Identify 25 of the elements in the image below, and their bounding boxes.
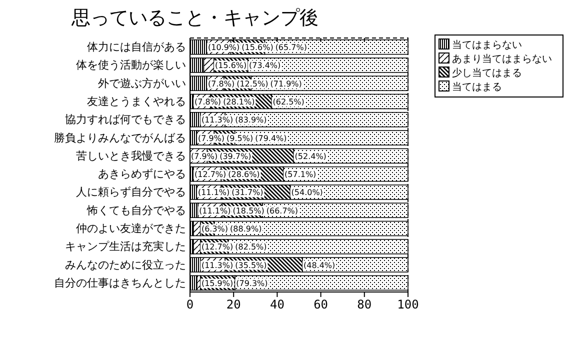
- x-tick-label: 20: [226, 298, 241, 312]
- y-tick-label: 仲のよい友達ができた: [76, 222, 186, 236]
- y-tick-label: 友達とうまくやれる: [87, 95, 186, 108]
- y-tick-label: 外で遊ぶ方がいい: [98, 76, 186, 90]
- x-tick-label: 100: [397, 298, 419, 312]
- y-tick-label: 体を使う活動が楽しい: [76, 58, 186, 72]
- legend-label: 当てはまる: [452, 81, 502, 93]
- legend-label: 少し当てはまる: [452, 67, 522, 79]
- y-tick-label: みんなのために役立った: [65, 258, 186, 272]
- chart-title: 思っていること・キャンプ後: [70, 7, 318, 29]
- y-tick-label: 勝負よりみんなでがんばる: [54, 131, 186, 144]
- legend-label: 当てはまらない: [452, 39, 522, 51]
- x-tick-label: 80: [357, 298, 372, 312]
- y-tick-label: 自分の仕事はきちんとした: [54, 276, 186, 290]
- y-tick-label: 人に頼らず自分でやる: [76, 186, 186, 199]
- y-tick-label: 協力すれば何でもできる: [65, 113, 186, 126]
- y-tick-label: キャンプ生活は充実した: [65, 240, 186, 254]
- y-tick-label: あきらめずにやる: [98, 168, 186, 181]
- x-tick-label: 60: [314, 298, 328, 312]
- y-tick-label: 体力には自信がある: [87, 40, 186, 54]
- x-tick-label: 0: [186, 298, 194, 312]
- y-tick-label: 怖くても自分でやる: [86, 204, 186, 217]
- legend-label: あまり当てはまらない: [452, 53, 552, 65]
- x-tick-label: 40: [270, 298, 284, 312]
- y-tick-label: 苦しいとき我慢できる: [76, 149, 186, 162]
